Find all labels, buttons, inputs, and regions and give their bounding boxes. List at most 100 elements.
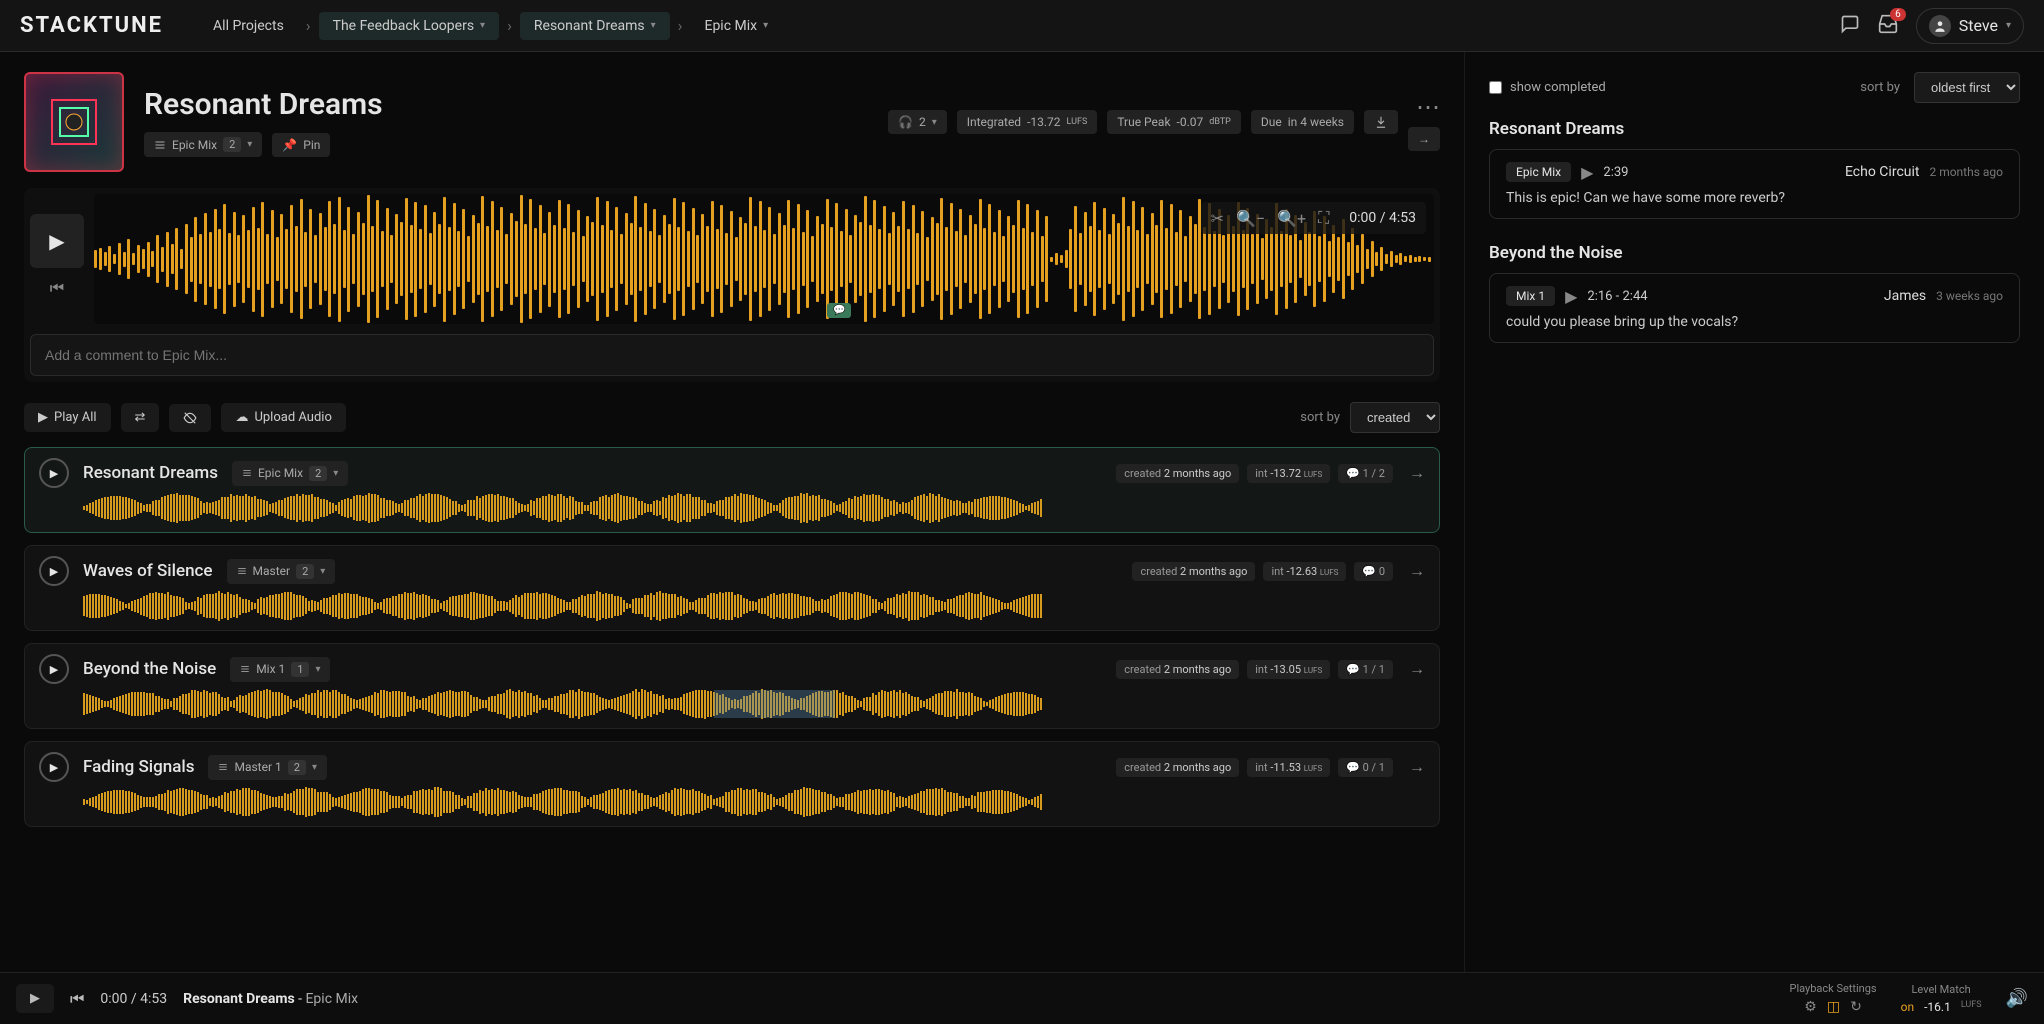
player-skip-back[interactable]: ⏮ xyxy=(70,989,84,1009)
chevron-down-icon: ▾ xyxy=(932,117,937,128)
mono-icon[interactable]: ◫ xyxy=(1827,999,1840,1015)
project-header: Resonant Dreams Epic Mix 2 ▾ 📌 Pin xyxy=(24,72,1440,172)
zoom-in-icon[interactable]: 🔍+ xyxy=(1277,209,1306,228)
user-menu[interactable]: Steve ▾ xyxy=(1916,8,2024,44)
app-logo: STACKTUNE xyxy=(20,13,163,38)
level-value: -16.1 xyxy=(1924,1000,1951,1014)
waveform-time: 0:00 / 4:53 xyxy=(1349,210,1416,226)
player-play-button[interactable]: ▶ xyxy=(16,984,54,1013)
upload-label: Upload Audio xyxy=(254,410,331,425)
track-row[interactable]: ▶ Fading Signals Master 1 2 ▾ created 2 … xyxy=(24,741,1440,827)
track-title: Resonant Dreams xyxy=(83,463,218,483)
pin-icon: 📌 xyxy=(282,138,297,152)
chevron-right-icon: › xyxy=(507,16,512,35)
comment-timestamp[interactable]: 2:39 xyxy=(1603,165,1628,180)
breadcrumb-group-label: The Feedback Loopers xyxy=(333,18,474,34)
player-right: Playback Settings ⚙ ◫ ↻ Level Match on -… xyxy=(1790,982,2029,1015)
upload-button[interactable]: ☁ Upload Audio xyxy=(221,403,345,432)
hide-button[interactable] xyxy=(169,404,211,432)
track-play-button[interactable]: ▶ xyxy=(39,556,69,586)
eq-icon[interactable]: ⚙ xyxy=(1804,999,1817,1015)
level-unit: LUFS xyxy=(1961,1000,1982,1014)
time-current: 0:00 xyxy=(1349,210,1376,226)
cut-icon[interactable]: ✂ xyxy=(1211,209,1224,228)
track-open[interactable]: → xyxy=(1409,561,1425,581)
comments-sort-label: sort by xyxy=(1860,80,1900,95)
track-comments[interactable]: 💬 1 / 2 xyxy=(1338,464,1393,483)
player-time-current: 0:00 xyxy=(100,991,127,1007)
track-waveform[interactable] xyxy=(83,592,1425,620)
chat-icon[interactable] xyxy=(1840,14,1860,38)
waveform-canvas[interactable]: 💬 ✂ 🔍− 🔍+ ⛶ 0:00 / 4:53 xyxy=(94,194,1434,324)
track-mix-selector[interactable]: Master 1 2 ▾ xyxy=(208,755,327,780)
level-match: Level Match on -16.1 LUFS xyxy=(1901,983,1982,1014)
mix-selector[interactable]: Epic Mix 2 ▾ xyxy=(144,132,262,157)
track-mix-selector[interactable]: Mix 1 1 ▾ xyxy=(230,657,330,682)
loop-icon[interactable]: ↻ xyxy=(1850,999,1862,1015)
fullscreen-icon[interactable]: ⛶ xyxy=(1318,208,1329,228)
track-comments[interactable]: 💬 1 / 1 xyxy=(1338,660,1393,679)
breadcrumb-mix-label: Epic Mix xyxy=(704,18,757,34)
truepeak-value: -0.07 xyxy=(1177,115,1204,129)
top-bar: STACKTUNE All Projects › The Feedback Lo… xyxy=(0,0,2044,52)
chevron-down-icon: ▾ xyxy=(480,20,485,31)
track-list-bar: ▶ Play All ⇄ ☁ Upload Audio sort by crea… xyxy=(24,402,1440,433)
download-button[interactable] xyxy=(1364,110,1398,134)
track-int: int -11.53 LUFS xyxy=(1247,758,1330,777)
track-title: Beyond the Noise xyxy=(83,659,216,679)
comment-block: Resonant Dreams Epic Mix ▶ 2:39 Echo Cir… xyxy=(1489,119,2020,219)
comment-input[interactable] xyxy=(30,334,1434,376)
listeners-pill[interactable]: 🎧 2 ▾ xyxy=(888,110,947,134)
skip-back-button[interactable]: ⏮ xyxy=(41,272,73,304)
expand-button[interactable]: → xyxy=(1408,127,1440,151)
comment-play-icon[interactable]: ▶ xyxy=(1565,287,1577,306)
track-row[interactable]: ▶ Resonant Dreams Epic Mix 2 ▾ created 2… xyxy=(24,447,1440,533)
comment-card[interactable]: Epic Mix ▶ 2:39 Echo Circuit 2 months ag… xyxy=(1489,149,2020,219)
volume-icon[interactable]: 🔊 xyxy=(2006,988,2028,1009)
playback-label: Playback Settings xyxy=(1790,982,1877,995)
comments-panel: show completed sort by oldest first Reso… xyxy=(1464,52,2044,972)
play-button[interactable]: ▶ xyxy=(30,214,84,268)
track-waveform[interactable] xyxy=(83,788,1425,816)
track-row[interactable]: ▶ Beyond the Noise Mix 1 1 ▾ created 2 m… xyxy=(24,643,1440,729)
track-created: created 2 months ago xyxy=(1116,660,1239,679)
zoom-out-icon[interactable]: 🔍− xyxy=(1236,209,1265,228)
comment-timestamp[interactable]: 2:16 - 2:44 xyxy=(1587,289,1647,304)
track-open[interactable]: → xyxy=(1409,659,1425,679)
inbox-icon[interactable]: 6 xyxy=(1878,14,1898,38)
comments-sort-select[interactable]: oldest first xyxy=(1914,72,2020,103)
more-menu[interactable]: ⋯ xyxy=(1416,93,1440,121)
breadcrumb-group[interactable]: The Feedback Loopers ▾ xyxy=(319,12,499,40)
shuffle-button[interactable]: ⇄ xyxy=(121,403,160,432)
comment-play-icon[interactable]: ▶ xyxy=(1581,163,1593,182)
track-open[interactable]: → xyxy=(1409,757,1425,777)
track-play-button[interactable]: ▶ xyxy=(39,654,69,684)
show-completed-input[interactable] xyxy=(1489,81,1502,94)
track-comments[interactable]: 💬 0 xyxy=(1354,562,1393,581)
now-playing: Resonant Dreams - Epic Mix xyxy=(183,991,358,1007)
time-total: 4:53 xyxy=(1389,210,1416,226)
track-open[interactable]: → xyxy=(1409,463,1425,483)
truepeak-pill: True Peak -0.07 dBTP xyxy=(1107,110,1241,134)
breadcrumb-all-projects[interactable]: All Projects xyxy=(199,12,298,40)
breadcrumb-project[interactable]: Resonant Dreams ▾ xyxy=(520,12,670,40)
play-all-button[interactable]: ▶ Play All xyxy=(24,403,111,432)
comment-marker[interactable]: 💬 xyxy=(827,303,851,318)
track-comments[interactable]: 💬 0 / 1 xyxy=(1338,758,1393,777)
bottom-player: ▶ ⏮ 0:00 / 4:53 Resonant Dreams - Epic M… xyxy=(0,972,2044,1024)
due-label: Due xyxy=(1261,115,1282,129)
show-completed-checkbox[interactable]: show completed xyxy=(1489,80,1606,95)
sort-select[interactable]: created xyxy=(1350,402,1440,433)
track-mix-selector[interactable]: Epic Mix 2 ▾ xyxy=(232,461,348,486)
breadcrumb-mix[interactable]: Epic Mix ▾ xyxy=(690,12,782,40)
chevron-down-icon: ▾ xyxy=(763,20,768,31)
track-play-button[interactable]: ▶ xyxy=(39,752,69,782)
pin-button[interactable]: 📌 Pin xyxy=(272,133,330,157)
track-play-button[interactable]: ▶ xyxy=(39,458,69,488)
comment-card[interactable]: Mix 1 ▶ 2:16 - 2:44 James 3 weeks ago co… xyxy=(1489,273,2020,343)
track-waveform[interactable] xyxy=(83,494,1425,522)
comment-mix-tag: Mix 1 xyxy=(1506,286,1555,306)
track-row[interactable]: ▶ Waves of Silence Master 2 ▾ created 2 … xyxy=(24,545,1440,631)
track-mix-selector[interactable]: Master 2 ▾ xyxy=(227,559,336,584)
track-waveform[interactable] xyxy=(83,690,1425,718)
